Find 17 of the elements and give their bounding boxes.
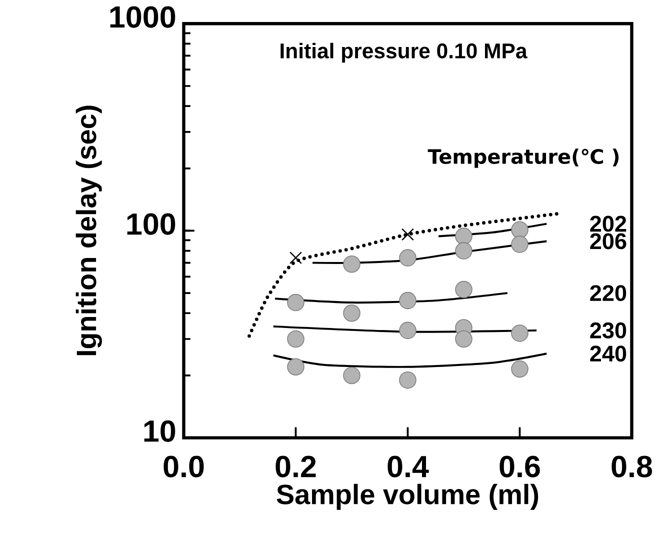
series-label: 240 (590, 346, 626, 362)
y-tick-label: 100 (127, 213, 176, 235)
x-tick-label: 0.8 (612, 456, 652, 478)
x-tick-label: 0.0 (164, 456, 204, 478)
x-tick-label: 0.6 (500, 456, 540, 478)
x-tick-label: 0.2 (276, 456, 316, 478)
annotation: Initial pressure 0.10 MPa (280, 42, 528, 63)
y-tick-label: 10 (144, 420, 176, 442)
series-label: 202 (590, 216, 626, 232)
text: 220 (590, 285, 626, 302)
y-tick-label: 1000 (110, 6, 176, 28)
y-axis-title: Ignition delay (sec) (76, 106, 102, 356)
x-tick-label: 0.4 (388, 456, 429, 478)
legend-title: Temperature(℃ ) (428, 148, 619, 168)
text: 230 (590, 322, 626, 338)
x-axis-title: Sample volume (ml) (276, 484, 538, 510)
series-label: 206 (590, 233, 626, 250)
